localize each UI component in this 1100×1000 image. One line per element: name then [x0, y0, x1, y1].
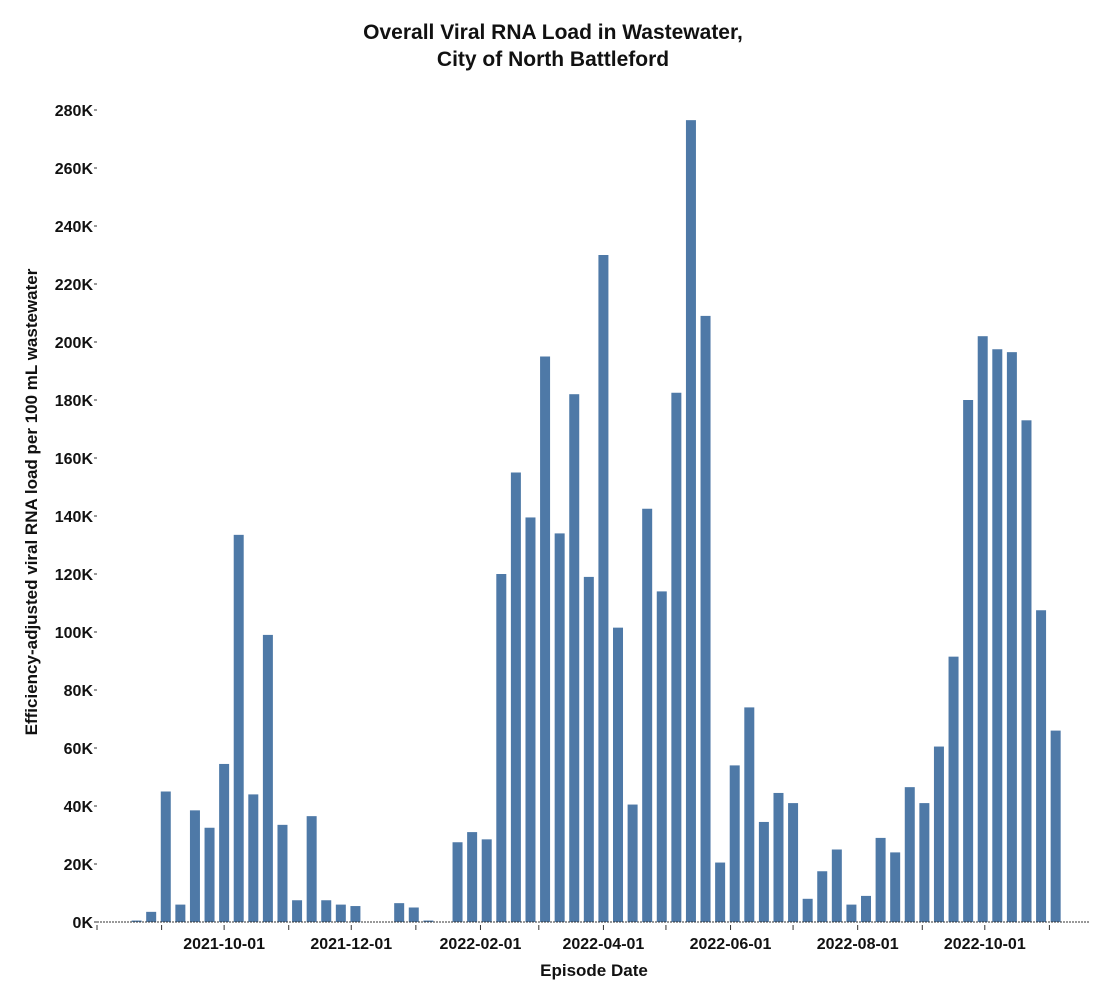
bar [671, 392, 682, 922]
bar [204, 827, 215, 922]
bar [729, 765, 740, 922]
bar [525, 517, 536, 922]
bar [992, 349, 1003, 922]
bar [831, 849, 842, 922]
bar [233, 534, 244, 922]
bar [1021, 420, 1032, 922]
y-tick-label: 80K [64, 683, 94, 700]
bars-group [131, 120, 1061, 922]
y-tick-label: 200K [55, 335, 94, 352]
x-axis: 2021-10-01 2021-12-01 2022-02-01 2022-04-01… [96, 921, 1089, 953]
y-tick-label: 240K [55, 219, 94, 236]
y-axis-title: Efficiency-adjusted viral RNA load per 1… [22, 268, 41, 735]
bar [583, 576, 594, 922]
bar [510, 472, 521, 922]
y-tick-label: 0K [73, 915, 94, 932]
bar [554, 533, 565, 922]
bar [1036, 610, 1047, 922]
bar [758, 821, 769, 922]
bar [131, 920, 142, 922]
bar [481, 839, 492, 922]
bar [627, 804, 638, 922]
bar [175, 904, 186, 922]
y-tick-label: 140K [55, 509, 94, 526]
bar [423, 920, 434, 922]
bar [452, 842, 463, 922]
bar [613, 627, 624, 922]
bar [861, 895, 872, 922]
x-tick-label: 2022-08-01 [817, 936, 899, 953]
x-tick-label: 2022-10-01 [944, 936, 1026, 953]
bar [788, 803, 799, 922]
bar [335, 904, 346, 922]
bar [321, 900, 332, 922]
bar [189, 810, 200, 922]
x-axis-title: Episode Date [540, 961, 648, 980]
bar [408, 907, 419, 922]
y-tick-label: 100K [55, 625, 94, 642]
bar [219, 763, 230, 922]
y-axis: 0K 20K 40K 60K 80K 100K 120K 140K 160K 180K 200K 22… [55, 103, 97, 932]
chart-title-line-2: City of North Battleford [437, 48, 669, 71]
bar [685, 120, 696, 922]
bar [977, 336, 988, 922]
x-tick-label: 2022-04-01 [562, 936, 644, 953]
bar [656, 591, 667, 922]
bar [773, 792, 784, 922]
bar [248, 794, 259, 922]
bar [160, 791, 171, 922]
bar [904, 787, 915, 922]
x-tick-label: 2022-06-01 [690, 936, 772, 953]
bar [1006, 352, 1017, 922]
bar [963, 400, 974, 922]
bar [817, 871, 828, 922]
y-tick-label: 220K [55, 277, 94, 294]
bar [875, 837, 886, 922]
bar [262, 634, 273, 922]
y-tick-label: 180K [55, 393, 94, 410]
y-tick-label: 260K [55, 161, 94, 178]
bar [306, 816, 317, 922]
bar [802, 898, 813, 922]
y-tick-label: 60K [64, 741, 94, 758]
bar [277, 824, 288, 922]
y-tick-label: 280K [55, 103, 94, 120]
bar [292, 900, 303, 922]
bar [1050, 730, 1061, 922]
chart-title-line-1: Overall Viral RNA Load in Wastewater, [363, 21, 743, 44]
bar [700, 315, 711, 922]
bar [890, 852, 901, 922]
bar [350, 906, 361, 922]
bar [496, 574, 507, 922]
y-tick-label: 160K [55, 451, 94, 468]
y-tick-label: 20K [64, 857, 94, 874]
bar [598, 255, 609, 922]
y-tick-label: 120K [55, 567, 94, 584]
bar [467, 832, 478, 922]
bar [540, 356, 551, 922]
bar [919, 803, 930, 922]
x-tick-label: 2022-02-01 [440, 936, 522, 953]
bar [394, 903, 405, 922]
bar [569, 394, 580, 922]
bar [846, 904, 857, 922]
x-tick-label: 2021-12-01 [310, 936, 392, 953]
bar [744, 707, 755, 922]
y-tick-label: 40K [64, 799, 94, 816]
bar [715, 862, 726, 922]
bar [642, 508, 653, 922]
bar [146, 911, 157, 922]
x-tick-label: 2021-10-01 [183, 936, 265, 953]
bar [948, 656, 959, 922]
bar [933, 746, 944, 922]
